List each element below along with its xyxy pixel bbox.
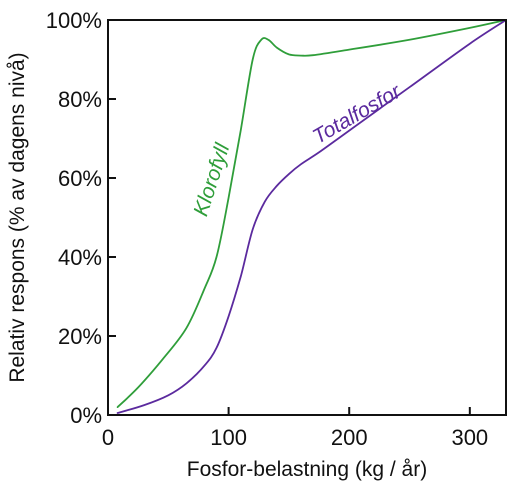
x-tick-label: 100 bbox=[210, 425, 247, 450]
series-line-totalfosfor bbox=[116, 19, 507, 414]
plot-frame bbox=[107, 19, 507, 416]
ticks-layer: 0 100 200 300 0% 20% 40% 60% 80% 100% bbox=[46, 8, 488, 450]
y-tick-label: 60% bbox=[58, 166, 102, 191]
y-tick-label: 20% bbox=[58, 324, 102, 349]
y-tick-label: 40% bbox=[58, 245, 102, 270]
x-tick-label: 0 bbox=[102, 425, 114, 450]
series-label-totalfosfor: Totalfosfor bbox=[309, 80, 406, 149]
y-tick-label: 100% bbox=[46, 8, 102, 33]
y-tick-label: 0% bbox=[70, 403, 102, 428]
x-tick-label: 300 bbox=[451, 425, 488, 450]
labels-layer: Klorofyll Totalfosfor bbox=[189, 80, 405, 219]
series-label-klorofyll: Klorofyll bbox=[189, 140, 234, 219]
x-axis-title: Fosfor-belastning (kg / år) bbox=[187, 458, 427, 481]
y-tick-label: 80% bbox=[58, 87, 102, 112]
series-layer bbox=[116, 19, 507, 414]
y-axis-title: Relativ respons (% av dagens nivå) bbox=[6, 52, 29, 382]
series-line-klorofyll bbox=[116, 19, 507, 408]
x-tick-label: 200 bbox=[331, 425, 368, 450]
